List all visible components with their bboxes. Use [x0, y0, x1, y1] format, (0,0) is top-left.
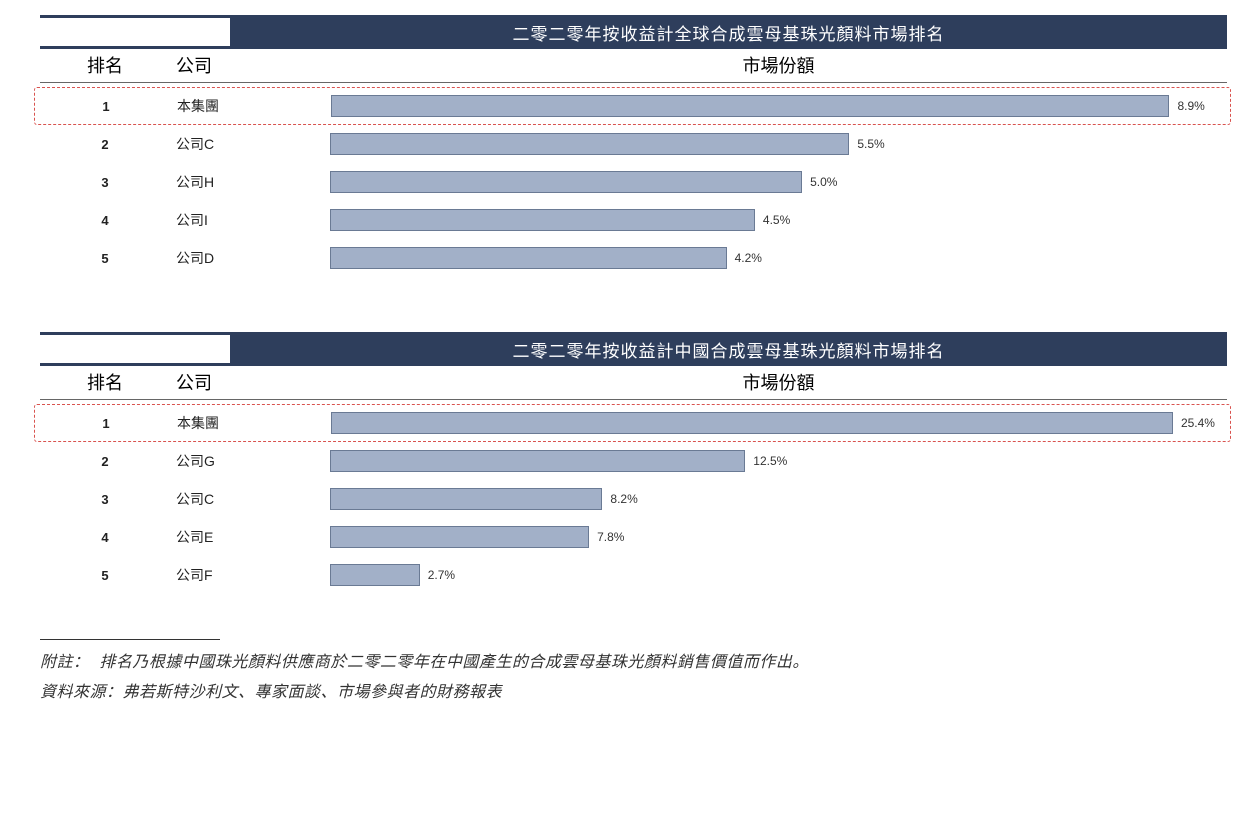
note-label: 附註：	[40, 654, 90, 671]
global-ranking-chart: 二零二零年按收益計全球合成雲母基珠光顏料市場排名 排名 公司 市場份額 1本集團…	[20, 15, 1237, 277]
rank-cell: 2	[40, 454, 170, 469]
rank-cell: 5	[40, 568, 170, 583]
bar	[331, 95, 1169, 117]
chart-title: 二零二零年按收益計中國合成雲母基珠光顏料市場排名	[230, 335, 1227, 363]
chart-title-band: 二零二零年按收益計全球合成雲母基珠光顏料市場排名	[40, 15, 1227, 49]
bar	[330, 450, 745, 472]
value-label: 8.2%	[610, 492, 637, 506]
title-spacer	[40, 335, 230, 363]
bar-cell: 4.2%	[330, 239, 1227, 277]
rank-cell: 4	[40, 213, 170, 228]
bar	[330, 133, 849, 155]
value-label: 4.5%	[763, 213, 790, 227]
header-rank: 排名	[40, 369, 170, 399]
chart-title-band: 二零二零年按收益計中國合成雲母基珠光顏料市場排名	[40, 332, 1227, 366]
table-row: 3公司H 5.0%	[40, 163, 1227, 201]
company-cell: 公司F	[170, 565, 330, 585]
source-text: 弗若斯特沙利文、專家面談、市場參與者的財務報表	[123, 684, 503, 701]
bar-cell: 2.7%	[330, 556, 1227, 594]
bar-cell: 12.5%	[330, 442, 1227, 480]
company-cell: 本集團	[171, 413, 331, 433]
company-cell: 公司C	[170, 134, 330, 154]
bar-cell: 8.9%	[331, 88, 1226, 124]
header-share: 市場份額	[330, 52, 1227, 82]
source-line: 資料來源：弗若斯特沙利文、專家面談、市場參與者的財務報表	[40, 678, 1237, 708]
bar-cell: 5.5%	[330, 125, 1227, 163]
rank-cell: 3	[40, 492, 170, 507]
bar-cell: 7.8%	[330, 518, 1227, 556]
bar-cell: 5.0%	[330, 163, 1227, 201]
footnote-rule	[40, 639, 220, 640]
rank-cell: 5	[40, 251, 170, 266]
bar	[330, 209, 755, 231]
rank-cell: 3	[40, 175, 170, 190]
table-row: 1本集團 8.9%	[34, 87, 1231, 125]
value-label: 2.7%	[428, 568, 455, 582]
table-row: 1本集團 25.4%	[34, 404, 1231, 442]
company-cell: 公司G	[170, 451, 330, 471]
value-label: 5.5%	[857, 137, 884, 151]
chart-rows: 1本集團 8.9% 2公司C 5.5% 3公司H 5.0% 4公司I 4.5% 5公司D 4.2%	[40, 83, 1227, 277]
bar-cell: 25.4%	[331, 405, 1226, 441]
header-company: 公司	[170, 52, 330, 82]
rank-cell: 1	[41, 99, 171, 114]
chart-rows: 1本集團 25.4% 2公司G 12.5% 3公司C 8.2% 4公司E 7.8% 5公司F 2.…	[40, 400, 1227, 594]
company-cell: 公司C	[170, 489, 330, 509]
value-label: 12.5%	[753, 454, 787, 468]
chart-title: 二零二零年按收益計全球合成雲母基珠光顏料市場排名	[230, 18, 1227, 46]
footnote-line: 附註： 排名乃根據中國珠光顏料供應商於二零二零年在中國產生的合成雲母基珠光顏料銷…	[40, 648, 1237, 678]
header-share: 市場份額	[330, 369, 1227, 399]
table-row: 2公司C 5.5%	[40, 125, 1227, 163]
value-label: 5.0%	[810, 175, 837, 189]
value-label: 7.8%	[597, 530, 624, 544]
rank-cell: 4	[40, 530, 170, 545]
bar-cell: 4.5%	[330, 201, 1227, 239]
value-label: 4.2%	[735, 251, 762, 265]
note-text: 排名乃根據中國珠光顏料供應商於二零二零年在中國產生的合成雲母基珠光顏料銷售價值而…	[99, 654, 809, 671]
source-label: 資料來源：	[40, 684, 123, 701]
footnotes: 附註： 排名乃根據中國珠光顏料供應商於二零二零年在中國產生的合成雲母基珠光顏料銷…	[40, 639, 1237, 709]
bar	[330, 171, 802, 193]
company-cell: 本集團	[171, 96, 331, 116]
value-label: 8.9%	[1177, 99, 1204, 113]
table-row: 4公司I 4.5%	[40, 201, 1227, 239]
company-cell: 公司I	[170, 210, 330, 230]
rank-cell: 1	[41, 416, 171, 431]
bar-cell: 8.2%	[330, 480, 1227, 518]
company-cell: 公司D	[170, 248, 330, 268]
bar	[330, 564, 420, 586]
bar	[330, 247, 727, 269]
title-spacer	[40, 18, 230, 46]
table-row: 5公司F 2.7%	[40, 556, 1227, 594]
value-label: 25.4%	[1181, 416, 1215, 430]
company-cell: 公司H	[170, 172, 330, 192]
bar	[330, 526, 589, 548]
bar	[330, 488, 602, 510]
header-rank: 排名	[40, 52, 170, 82]
rank-cell: 2	[40, 137, 170, 152]
company-cell: 公司E	[170, 527, 330, 547]
column-headers: 排名 公司 市場份額	[40, 366, 1227, 400]
bar	[331, 412, 1173, 434]
table-row: 5公司D 4.2%	[40, 239, 1227, 277]
table-row: 4公司E 7.8%	[40, 518, 1227, 556]
table-row: 3公司C 8.2%	[40, 480, 1227, 518]
table-row: 2公司G 12.5%	[40, 442, 1227, 480]
header-company: 公司	[170, 369, 330, 399]
column-headers: 排名 公司 市場份額	[40, 49, 1227, 83]
china-ranking-chart: 二零二零年按收益計中國合成雲母基珠光顏料市場排名 排名 公司 市場份額 1本集團…	[20, 332, 1237, 594]
